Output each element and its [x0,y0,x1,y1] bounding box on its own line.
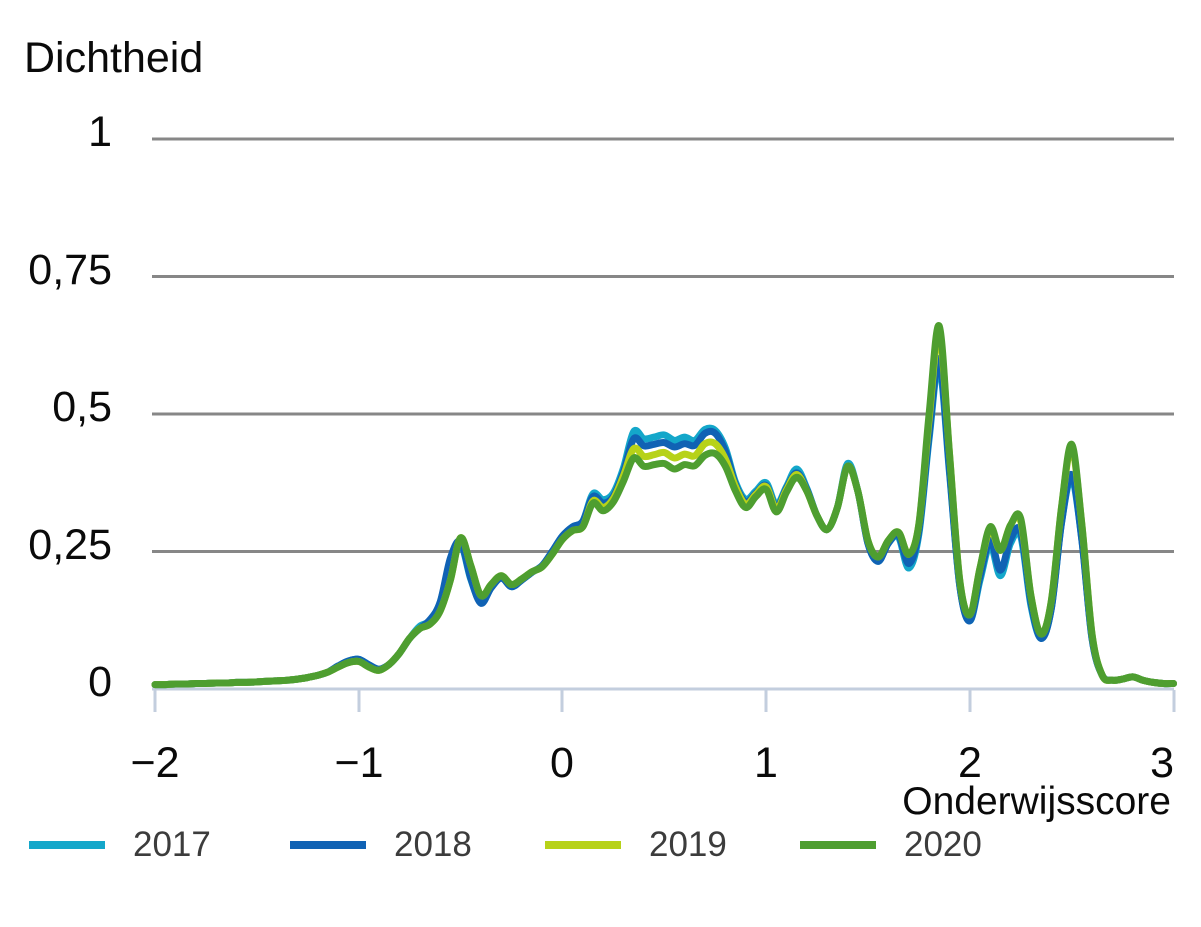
legend-label: 2018 [394,825,472,864]
legend-swatch-2019 [545,841,621,849]
x-axis-label: Onderwijsscore [902,780,1171,823]
legend-label: 2017 [133,825,211,864]
x-tick-label: 2 [958,739,982,787]
legend-item-2018: 2018 [290,825,472,865]
legend-swatch-2018 [290,841,366,849]
series-line-2020 [151,322,1177,689]
series-line-2019 [151,329,1177,689]
x-tick-label: 3 [1150,739,1174,787]
x-tick-label: −1 [334,739,384,787]
y-tick-label: 0,75 [28,245,112,294]
x-tick-label: 0 [550,739,574,787]
legend-swatch-2020 [800,841,876,849]
y-tick-label: 0,25 [28,520,112,569]
legend-swatch-2017 [29,841,105,849]
legend-label: 2020 [904,825,982,864]
y-axis-title: Dichtheid [24,34,204,82]
y-tick-label: 0,5 [52,383,112,431]
y-tick-label: 0 [88,658,112,706]
x-tick-label: 1 [754,739,778,787]
legend-item-2020: 2020 [800,825,982,865]
legend-item-2017: 2017 [29,825,211,865]
legend-item-2019: 2019 [545,825,727,865]
x-tick-label: −2 [130,739,180,787]
y-tick-label: 1 [88,108,112,156]
legend-label: 2019 [649,825,727,864]
